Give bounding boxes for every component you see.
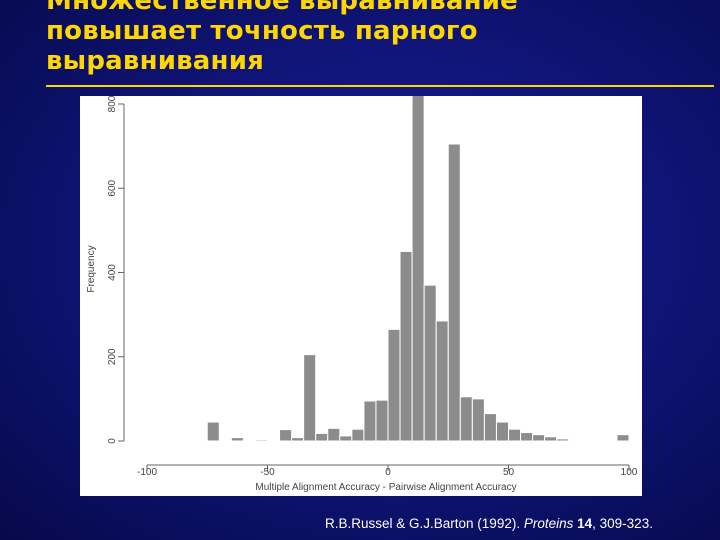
histogram-bar [399, 250, 413, 442]
histogram-bar [351, 428, 365, 442]
y-tick-label: 600 [107, 179, 118, 196]
x-tick-label: 0 [385, 467, 391, 478]
x-tick-label: 100 [621, 467, 638, 478]
histogram-bar [459, 396, 473, 442]
citation: R.B.Russel & G.J.Barton (1992). Proteins… [325, 516, 653, 531]
histogram-bar [556, 438, 570, 442]
histogram-bar [279, 429, 293, 442]
histogram-bar [363, 400, 377, 442]
y-tick-label: 800 [107, 96, 118, 112]
histogram-bar [423, 284, 437, 442]
x-tick-label: -100 [137, 467, 157, 478]
histogram-bar [206, 421, 220, 442]
citation-pages: , 309-323. [592, 516, 653, 531]
bars-layer [206, 96, 630, 442]
histogram-bar [508, 428, 522, 442]
histogram-bar [447, 143, 461, 442]
y-tick-label: 400 [107, 264, 118, 281]
histogram-bar [387, 328, 401, 442]
y-tick-label: 0 [107, 438, 118, 444]
slide-title-line-1: Множественное выравнивание [46, 0, 519, 16]
axes-layer: 0 200 400 600 800 -100 -50 0 50 100 [107, 96, 638, 478]
title-underline [46, 85, 714, 87]
histogram-bar [254, 439, 268, 442]
histogram-bar [616, 434, 630, 442]
histogram-bar [315, 432, 329, 442]
citation-journal: Proteins [523, 516, 574, 531]
histogram-bar [230, 437, 244, 442]
histogram-bar [327, 427, 341, 442]
y-tick-label: 200 [107, 348, 118, 365]
x-tick-label: -50 [260, 467, 275, 478]
citation-authors: R.B.Russel & G.J.Barton (1992). [325, 516, 524, 531]
histogram-bar [483, 413, 497, 442]
slide-title-line-3: выравнивания [46, 46, 265, 76]
histogram-bar [303, 354, 317, 442]
citation-volume: 14 [573, 516, 593, 531]
histogram-bar [471, 398, 485, 442]
histogram-bar [495, 421, 510, 442]
slide-title-line-2: повышает точность парного [46, 16, 478, 46]
histogram-chart: 0 200 400 600 800 -100 -50 0 50 100 Frequency Mul… [86, 96, 638, 493]
histogram-chart-panel: 0 200 400 600 800 -100 -50 0 50 100 Frequency Mul… [80, 96, 642, 496]
histogram-bar [291, 437, 305, 442]
x-tick-label: 50 [503, 467, 515, 478]
histogram-bar [544, 436, 558, 442]
histogram-bar [375, 399, 389, 442]
histogram-bar [435, 320, 449, 442]
slide-title: Множественное выравнивание повышает точн… [46, 0, 518, 76]
histogram-bar [520, 432, 534, 442]
x-axis-label: Multiple Alignment Accuracy - Pairwise A… [255, 482, 516, 493]
histogram-bar [339, 435, 353, 442]
y-axis-label: Frequency [86, 245, 97, 292]
histogram-bar [411, 96, 425, 442]
histogram-bar [532, 434, 546, 442]
